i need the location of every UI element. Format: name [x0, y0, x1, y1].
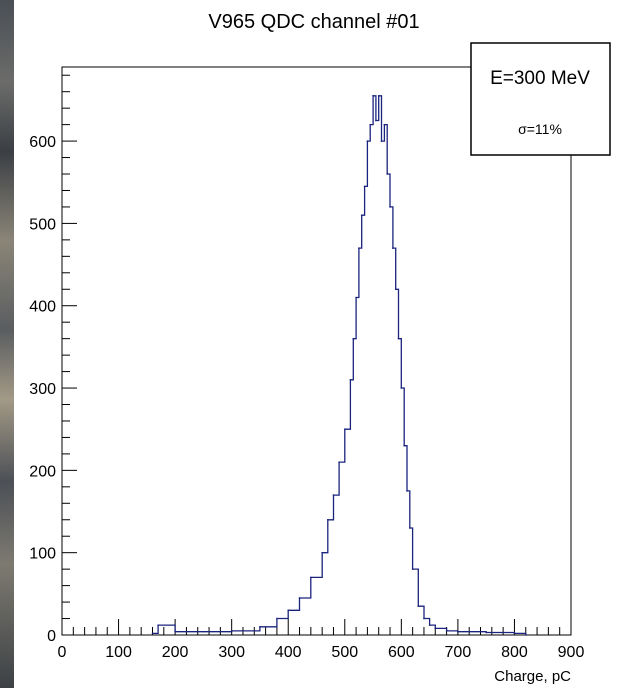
data-point — [411, 568, 414, 570]
legend-energy: E=300 MeV — [490, 68, 590, 89]
data-point — [151, 632, 154, 635]
legend-box: E=300 MeV σ=11% — [470, 42, 611, 156]
data-point — [338, 461, 340, 463]
y-tick-label: 100 — [29, 546, 56, 563]
data-point — [327, 518, 329, 521]
background-photo-edge — [0, 0, 14, 688]
x-tick-label: 800 — [501, 644, 528, 661]
data-point — [406, 490, 408, 492]
data-point — [423, 617, 425, 620]
y-tick-label: 500 — [29, 216, 56, 233]
x-tick-label: 200 — [162, 644, 189, 661]
y-tick-label: 0 — [47, 628, 56, 645]
data-point — [485, 631, 487, 634]
data-point — [400, 387, 403, 389]
data-point — [202, 630, 205, 633]
x-tick-label: 600 — [388, 644, 415, 661]
data-point — [352, 337, 355, 340]
x-tick-label: 500 — [331, 644, 358, 661]
data-point — [434, 627, 437, 630]
x-tick-label: 100 — [105, 644, 132, 661]
data-point — [428, 624, 431, 626]
chart-title: V965 QDC channel #01 — [208, 11, 419, 33]
data-point — [386, 173, 388, 175]
x-tick-label: 400 — [275, 644, 302, 661]
data-point — [380, 140, 383, 142]
data-point — [417, 605, 420, 607]
x-tick-label: 900 — [558, 644, 585, 661]
x-tick-label: 0 — [58, 644, 67, 661]
data-point — [457, 630, 459, 633]
y-tick-label: 400 — [29, 299, 56, 316]
data-point — [332, 494, 335, 496]
data-point — [298, 597, 301, 599]
data-point — [343, 428, 346, 431]
x-tick-label: 300 — [218, 644, 245, 661]
data-point — [394, 288, 397, 291]
data-point — [276, 617, 278, 620]
data-point — [366, 140, 369, 142]
y-tick-label: 600 — [29, 134, 56, 151]
data-point — [360, 214, 363, 216]
data-point — [310, 576, 312, 579]
legend-sigma: σ=11% — [518, 121, 562, 137]
data-point — [392, 247, 394, 249]
data-point — [409, 527, 411, 529]
plot-frame — [61, 66, 572, 636]
data-point — [513, 632, 516, 635]
series-line-0 — [152, 95, 527, 635]
data-point — [389, 206, 391, 208]
data-point — [321, 551, 323, 554]
data-point — [230, 630, 233, 632]
data-point — [358, 247, 360, 249]
data-point — [403, 444, 405, 447]
histogram-series — [151, 95, 527, 636]
data-point — [174, 630, 176, 633]
data-point — [375, 119, 377, 122]
data-point — [445, 630, 448, 632]
data-point — [355, 296, 357, 299]
axis-ticks — [61, 74, 572, 636]
y-tick-label: 300 — [29, 381, 56, 398]
data-point — [372, 95, 374, 97]
data-point — [524, 634, 527, 636]
data-point — [259, 625, 261, 628]
x-tick-labels: 0 100 200 300 400 500 600 700 800 900 — [58, 644, 585, 661]
data-point — [397, 337, 400, 340]
x-axis-title: Charge, pC — [494, 668, 571, 685]
y-tick-label: 200 — [29, 463, 56, 480]
data-point — [383, 123, 386, 126]
data-point — [377, 95, 380, 97]
y-tick-labels: 0 100 200 300 400 500 600 — [29, 134, 56, 645]
data-point — [157, 624, 159, 626]
data-point — [369, 123, 372, 126]
x-tick-label: 700 — [445, 644, 472, 661]
data-point — [349, 379, 352, 381]
data-point — [287, 609, 290, 612]
data-point — [363, 185, 366, 188]
